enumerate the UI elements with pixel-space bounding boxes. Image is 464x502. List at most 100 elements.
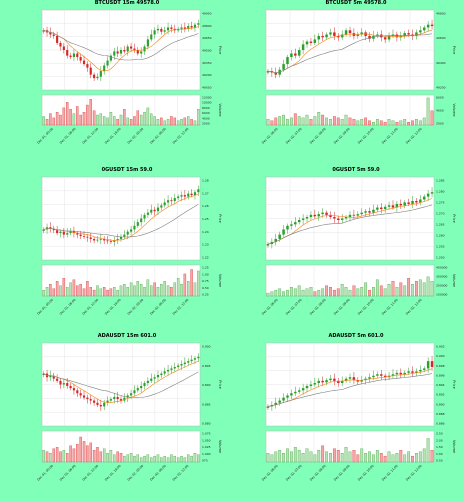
- volume-bar: [422, 282, 426, 297]
- candle-body: [96, 402, 99, 405]
- x-tick-label: Dec 02, 06:00: [149, 127, 167, 145]
- volume-axis-label: Volume: [452, 103, 456, 116]
- candle-body: [383, 206, 387, 210]
- volume-bar: [282, 453, 285, 463]
- volume-bar: [356, 288, 360, 297]
- volume-bar: [79, 114, 82, 126]
- x-tick-label: Dec 01, 18:00: [104, 298, 122, 316]
- candle-body: [89, 237, 92, 239]
- x-tick-label: Dec 02, 00:00: [127, 298, 145, 316]
- candle-body: [329, 214, 332, 218]
- volume-bar: [126, 454, 129, 463]
- volume-bar: [69, 445, 72, 463]
- candle-body: [197, 356, 200, 359]
- candle-body: [430, 192, 434, 194]
- candle-body: [66, 233, 69, 235]
- volume-bar: [387, 284, 391, 297]
- candle-body: [321, 380, 324, 383]
- candle-body: [143, 214, 146, 219]
- volume-bar: [52, 448, 55, 463]
- x-tick-label: Dec 02, 11:00: [381, 464, 399, 482]
- chart-title: BTCUSDT 15m 49578.0: [94, 0, 160, 6]
- candle-body: [356, 380, 360, 382]
- volume-bar: [282, 114, 285, 126]
- volume-axis-label: Volume: [452, 274, 456, 287]
- volume-bar: [153, 116, 156, 126]
- x-tick-label: Dec 02, 06:00: [261, 298, 279, 316]
- volume-bar: [136, 110, 140, 126]
- candle-body: [52, 34, 55, 36]
- volume-bar: [270, 291, 274, 297]
- volume-bar: [62, 450, 66, 463]
- candle-body: [156, 375, 160, 378]
- volume-bar: [372, 454, 375, 463]
- chart-panel-0gusdt-5m: 0GUSDT 5m 59.0 1.285 1.280 1.275 1.270 1.265…: [256, 167, 456, 332]
- volume-bar: [62, 278, 66, 297]
- candle-body: [282, 229, 285, 235]
- candle-body: [79, 234, 82, 237]
- volume-bar: [166, 119, 170, 126]
- x-tick-label: Dec 02, 00:00: [127, 127, 145, 145]
- candle-body: [387, 35, 391, 40]
- volume-bar: [329, 287, 332, 297]
- volume-bar: [375, 450, 379, 463]
- volume-bar: [340, 453, 344, 463]
- volume-bar: [65, 453, 69, 463]
- ma-slow-line: [43, 30, 199, 61]
- volume-bar: [348, 117, 352, 126]
- candle-body: [190, 193, 193, 196]
- candle-body: [187, 26, 190, 29]
- volume-bar: [399, 120, 403, 126]
- price-tick-label: 0.900: [202, 345, 211, 349]
- volume-bar: [352, 285, 356, 297]
- x-tick-label: Dec 02, 07:00: [285, 127, 303, 145]
- volume-tick-label: 0.50: [202, 286, 209, 290]
- price-tick-label: 49600: [436, 36, 446, 40]
- candle-body: [146, 380, 149, 384]
- candle-body: [278, 234, 281, 239]
- ma-slow-line: [43, 204, 199, 238]
- volume-bar: [173, 117, 177, 126]
- candle-body: [119, 399, 123, 401]
- candle-body: [415, 32, 418, 36]
- candle-body: [119, 236, 123, 239]
- volume-bar: [102, 448, 106, 463]
- chart-panel-btcusdt-5m: BTCUSDT 5m 49578.0 49800 49600 49400 49200 P…: [256, 0, 456, 160]
- candle-body: [372, 209, 375, 213]
- candle-body: [146, 39, 149, 47]
- candle-body: [183, 362, 186, 365]
- ma-slow-line: [267, 373, 433, 407]
- volume-tick-label: 400000: [436, 266, 448, 270]
- volume-bar: [305, 448, 309, 463]
- candle-body: [160, 373, 163, 376]
- volume-bar: [383, 122, 387, 126]
- volume-bar: [289, 287, 293, 297]
- volume-bar: [109, 288, 113, 297]
- volume-tick-label: 1.050: [202, 438, 211, 442]
- volume-bar: [197, 109, 200, 126]
- price-tick-label: 49800: [202, 24, 212, 28]
- volume-bar: [387, 451, 391, 463]
- candle-body: [399, 372, 403, 375]
- candle-body: [163, 202, 166, 206]
- x-tick-label: Dec 02, 10:00: [357, 464, 375, 482]
- candle-body: [106, 240, 109, 242]
- volume-bar: [129, 119, 133, 126]
- candle-body: [348, 30, 352, 34]
- x-tick-label: Dec 01, 06:00: [59, 298, 77, 316]
- candle-body: [86, 236, 89, 238]
- x-tick-label: Dec 01, 12:00: [81, 464, 99, 482]
- candle-body: [313, 214, 317, 217]
- volume-bar: [123, 284, 126, 297]
- x-tick-label: Dec 01, 00:00: [36, 464, 54, 482]
- volume-bar: [136, 281, 140, 297]
- volume-bar: [399, 282, 403, 297]
- price-tick-label: 0.902: [436, 345, 445, 349]
- volume-bar: [170, 454, 173, 463]
- volume-bar: [102, 287, 106, 297]
- volume-bar: [309, 287, 313, 297]
- candle-body: [340, 218, 344, 220]
- candle-body: [52, 375, 55, 379]
- price-tick-label: 0.900: [436, 354, 445, 358]
